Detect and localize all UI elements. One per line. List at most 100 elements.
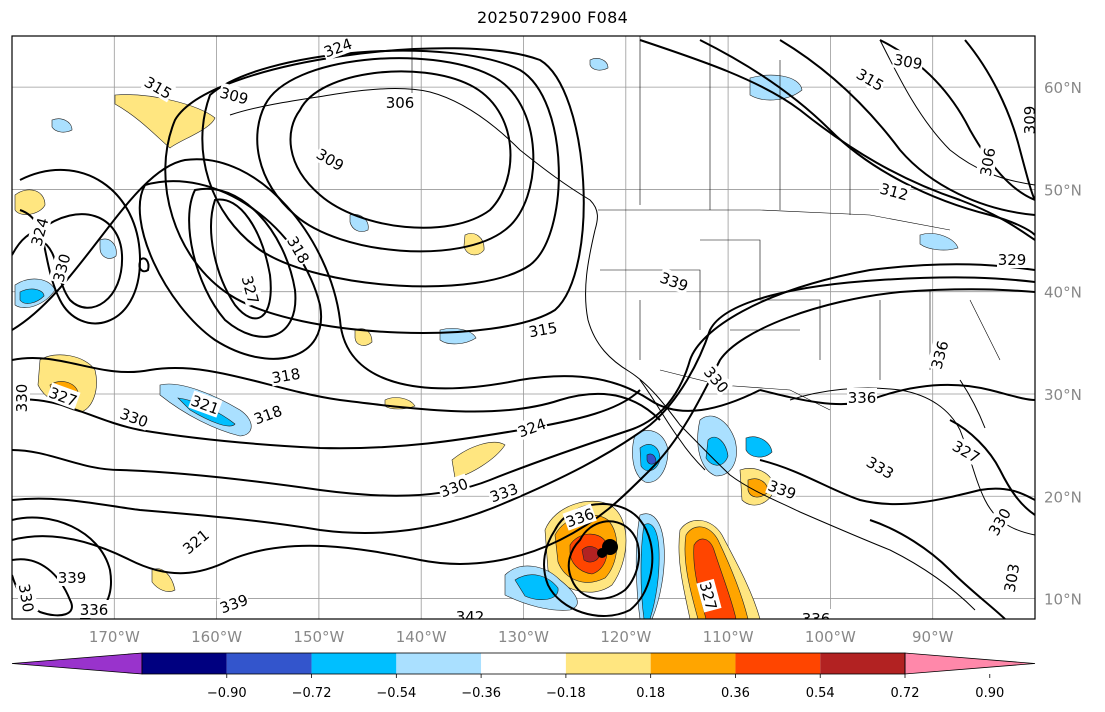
contour-label: 309 <box>1020 105 1035 135</box>
map-title: 2025072900 F084 <box>476 8 629 27</box>
longitude-labels: 170°W 160°W 150°W 140°W 130°W 120°W 110°W 100°W… <box>89 628 954 646</box>
contour-label-text: 330 <box>13 384 31 413</box>
contour-label: 324 <box>514 413 549 441</box>
contour-label: 342 <box>455 607 485 619</box>
contour-label-bg <box>436 473 471 501</box>
contour-label-text: 309 <box>892 51 923 74</box>
contour-line <box>12 288 1035 575</box>
contour-label: 329 <box>997 250 1027 269</box>
longitude-label: 100°W <box>805 628 856 646</box>
contour-line <box>779 39 1035 216</box>
contour-label-bg <box>48 250 74 285</box>
contour-label-bg <box>853 63 888 95</box>
contour-label-bg <box>12 383 30 413</box>
coastline-baja <box>639 379 706 471</box>
contour-label-bg <box>15 581 39 615</box>
contour-label-text: 336 <box>802 610 831 628</box>
contour-label-bg <box>877 178 912 204</box>
colorbar-segment <box>481 653 566 674</box>
contour-line <box>12 158 761 412</box>
contour-label-bg <box>486 478 521 506</box>
contour-label-text: 306 <box>386 94 415 112</box>
longitude-label: 160°W <box>191 628 242 646</box>
contour-label-bg <box>385 93 415 111</box>
colorbar-tick-label: 0.72 <box>891 686 920 701</box>
storm-marker <box>597 539 618 558</box>
colorbar: −0.90 −0.72 −0.54 −0.36 −0.18 0.18 0.36 0.54 0.7… <box>11 652 1036 701</box>
contour-label-bg <box>178 524 213 558</box>
contour-label-bg <box>801 609 831 619</box>
longitude-label: 90°W <box>912 628 954 646</box>
contour-line <box>759 459 1035 506</box>
colorbar-segment <box>820 653 905 674</box>
colorbar-segment <box>142 653 227 674</box>
contour-label-bg <box>250 400 285 428</box>
colorbar-tick-label: 0.90 <box>975 686 1004 701</box>
longitude-label: 130°W <box>498 628 549 646</box>
shade-positive <box>354 328 373 346</box>
contour-line <box>210 198 272 320</box>
colorbar-tick-label: −0.54 <box>376 686 416 701</box>
shade-negative <box>646 453 657 465</box>
latitude-label: 10°N <box>1044 591 1082 609</box>
contour-label: 336 <box>847 388 877 407</box>
contour-label-bg <box>926 337 952 372</box>
contour-label-bg <box>999 561 1023 595</box>
contour-label-bg <box>46 382 81 410</box>
contour-label-text: 336 <box>848 389 877 407</box>
contour-line <box>164 47 585 334</box>
contour-label-bg <box>216 589 251 617</box>
colorbar-segment <box>565 653 651 674</box>
contour-label: 306 <box>385 93 415 112</box>
contour-label-bg <box>847 388 877 406</box>
shade-positive <box>14 189 46 215</box>
contour-label-bg <box>891 49 925 73</box>
border-states <box>600 239 1001 380</box>
contour-label-bg <box>765 475 800 503</box>
latitude-labels: 60°N 50°N 40°N 30°N 20°N 10°N <box>1044 79 1082 608</box>
longitude-label: 120°W <box>600 628 651 646</box>
longitude-label: 140°W <box>396 628 447 646</box>
contour-label-bg <box>700 362 734 397</box>
border-provinces <box>639 36 851 215</box>
contour-label-bg <box>269 363 303 387</box>
contour-line <box>567 520 641 600</box>
contour-line <box>964 39 1035 201</box>
contour-line <box>949 419 1035 516</box>
contour-label-bg <box>526 317 560 341</box>
shade-negative <box>919 233 959 251</box>
shade-positive <box>151 568 176 592</box>
contour-label-text: 303 <box>1001 562 1024 593</box>
colorbar-tick-label: −0.18 <box>546 686 586 701</box>
contour-label-text: 336 <box>80 601 109 619</box>
contour-label: 315 <box>853 63 888 95</box>
border-us-canada <box>598 209 951 231</box>
contour-label-bg <box>975 145 999 179</box>
contour-line <box>543 503 654 617</box>
contour-label-text: 318 <box>270 365 301 388</box>
contour-label-bg <box>562 503 597 531</box>
contour-line <box>12 276 1035 534</box>
contour-label-text: 339 <box>58 569 87 587</box>
contour-label-bg <box>320 36 355 61</box>
shade-negative <box>745 436 773 458</box>
contour-label-bg <box>238 272 264 307</box>
contour-label: 339 <box>765 475 800 503</box>
contour-label-bg <box>983 504 1015 539</box>
political-borders <box>411 36 1001 411</box>
colorbar-tick-label: −0.36 <box>461 686 501 701</box>
contour-label: 312 <box>877 178 912 204</box>
contour-label-text: 306 <box>977 146 1000 177</box>
contour-label-bg <box>117 403 152 431</box>
contour-line <box>699 39 1035 236</box>
contour-label-bg <box>514 413 549 441</box>
contour-line <box>289 70 512 229</box>
contour-line <box>138 257 150 273</box>
colorbar-tick-label: −0.90 <box>207 686 247 701</box>
latitude-label: 60°N <box>1044 79 1082 97</box>
contour-label: 336 <box>801 609 831 628</box>
coastline-west-north-america <box>585 229 976 611</box>
contour-label: 309 <box>891 49 925 74</box>
contour-label: 318 <box>269 363 303 388</box>
